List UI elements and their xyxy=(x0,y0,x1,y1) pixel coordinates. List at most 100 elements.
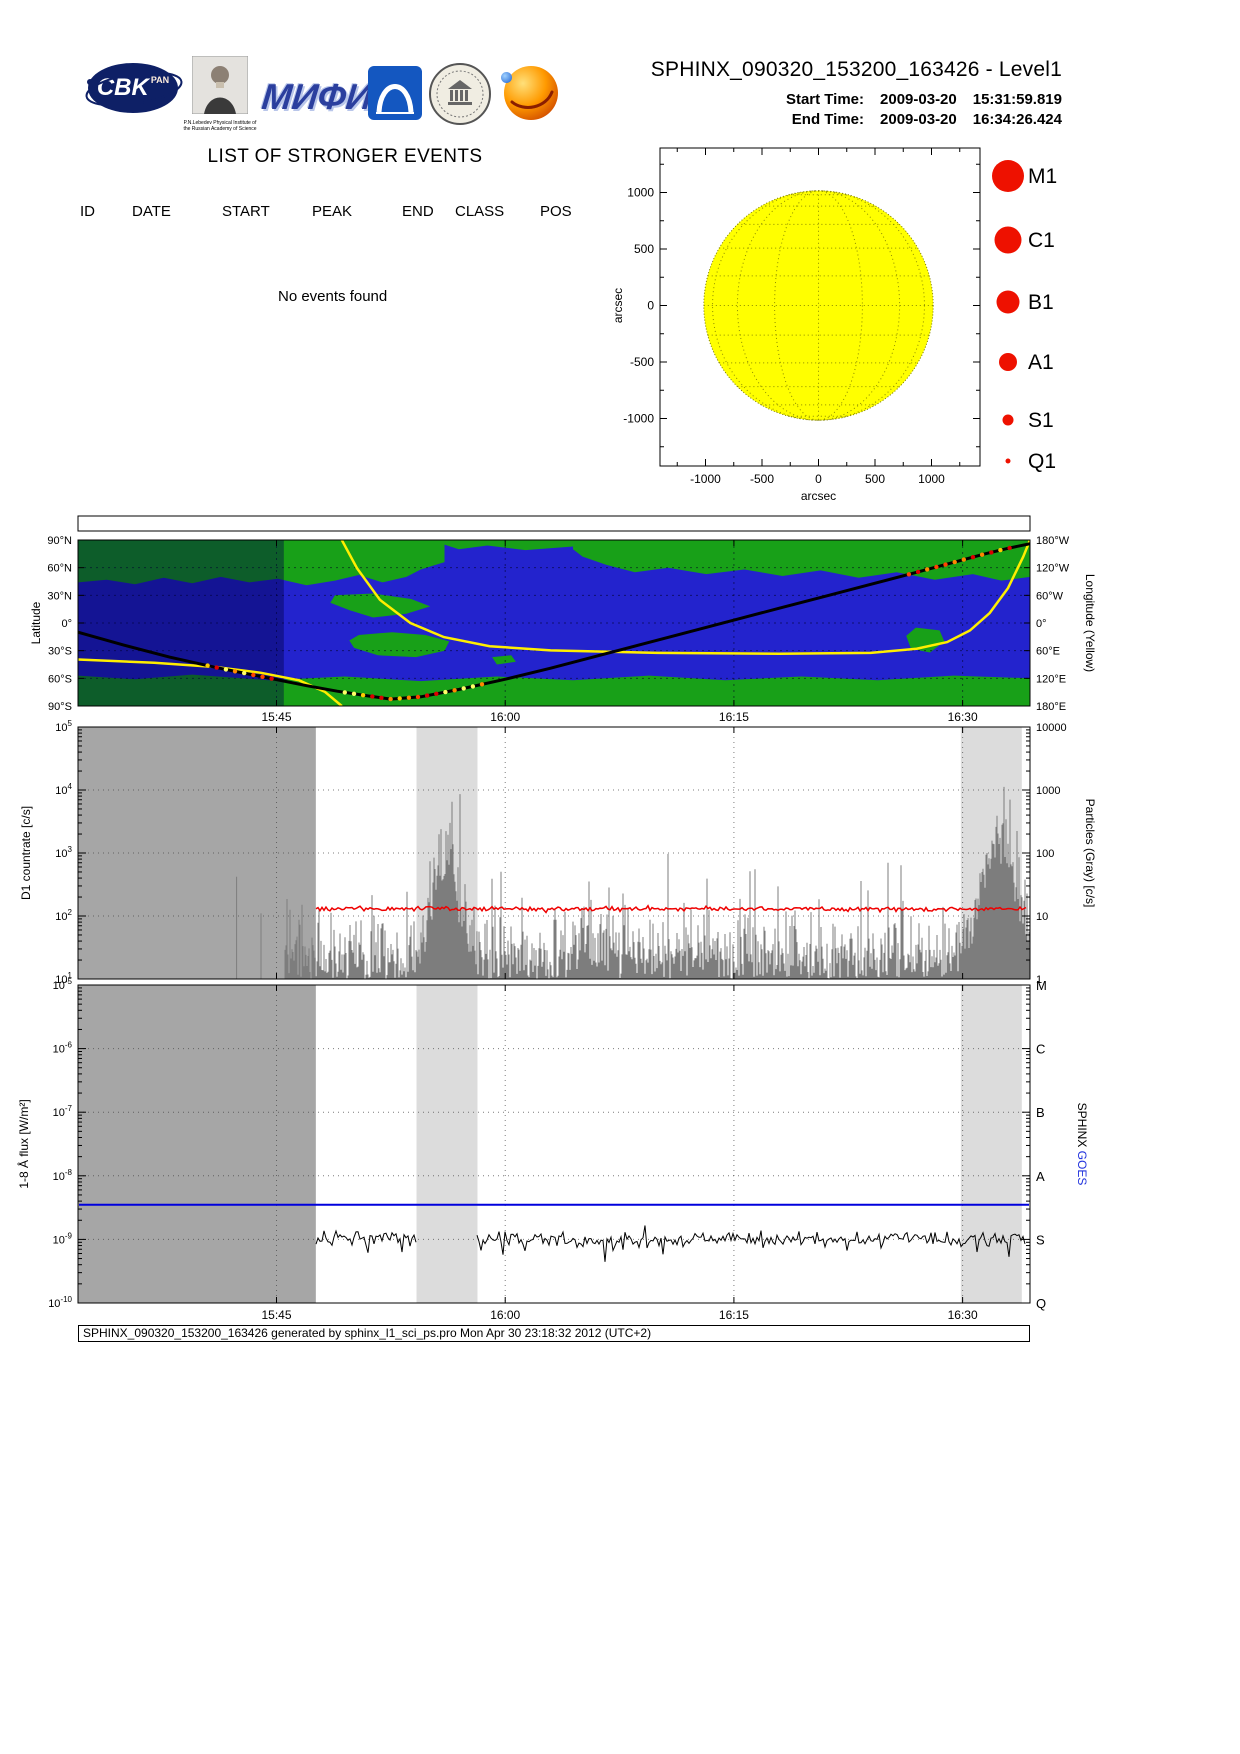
particle-dot xyxy=(370,694,375,699)
tick-label: 10-7 xyxy=(53,1104,73,1119)
goes-class-label: S xyxy=(1036,1232,1045,1247)
y-axis-title: 1-8 Å flux [W/m²] xyxy=(16,1099,31,1188)
particle-dot xyxy=(223,667,229,672)
particle-dot xyxy=(952,559,957,565)
flare-class-dot xyxy=(1005,458,1011,464)
tick-label: 10-10 xyxy=(48,1295,72,1310)
time-tick-label: 16:30 xyxy=(948,710,978,724)
sphinx-flux-series xyxy=(476,1225,1026,1262)
orb-moon-icon xyxy=(501,72,512,83)
tick-label: 103 xyxy=(55,845,72,860)
particle-dot xyxy=(934,564,939,570)
goes-class-label: A xyxy=(1036,1169,1045,1184)
particle-dot xyxy=(989,550,994,555)
particle-dot xyxy=(434,691,439,696)
particle-dot xyxy=(443,689,448,695)
solar-grid xyxy=(736,190,901,421)
solar-orb-logo xyxy=(501,66,558,120)
tick-label: 10-6 xyxy=(53,1041,73,1056)
flux-plot: 10-5 M 10-6 C 10-7 B 10-8 A 10-9 S 10-10 Q 15:45 16:0… xyxy=(16,977,1089,1322)
flare-class-label: B1 xyxy=(1028,291,1054,314)
lat-tick-label: 60°S xyxy=(48,673,72,685)
page-title: SPHINX_090320_153200_163426 - Level1 xyxy=(650,58,1062,81)
goes-class-label: B xyxy=(1036,1105,1045,1120)
time-tick-label: 16:30 xyxy=(948,1308,978,1322)
seal-icon xyxy=(429,63,491,125)
tick-label: -500 xyxy=(750,472,774,486)
particle-dot xyxy=(269,676,274,681)
lat-tick-label: 0° xyxy=(61,618,72,630)
column-header-start: START xyxy=(222,203,270,220)
tick-label: 10 xyxy=(1036,911,1048,923)
tick-label: -1000 xyxy=(623,412,654,426)
column-header-peak: PEAK xyxy=(312,203,353,220)
header: CBK PAN P.N.Lebedev Physical Institute o… xyxy=(0,0,1240,140)
particle-dot xyxy=(251,672,256,678)
y-axis-title: Latitude xyxy=(29,601,43,644)
tick-label: 101 xyxy=(55,971,72,986)
particle-dot xyxy=(205,663,210,668)
particle-dot xyxy=(470,684,476,689)
particle-dot xyxy=(925,567,930,572)
flare-class-label: C1 xyxy=(1028,229,1055,252)
goes-class-label: M xyxy=(1036,978,1047,993)
column-header-date: DATE xyxy=(132,203,171,220)
tick-label: 100 xyxy=(1036,848,1054,860)
eclipse-shade xyxy=(416,985,478,1303)
particle-dot xyxy=(415,694,421,700)
lebedev-caption: P.N.Lebedev Physical Institute of the Ru… xyxy=(183,120,257,132)
flare-class-dot xyxy=(996,290,1020,314)
time-tick-label: 15:45 xyxy=(261,1308,291,1322)
lon-tick-label: 180°E xyxy=(1036,701,1066,713)
particle-dot xyxy=(906,572,912,577)
particle-dot xyxy=(970,555,976,560)
particle-dot xyxy=(242,670,247,676)
solar-disk xyxy=(703,190,934,421)
start-time-label: Start Time: xyxy=(785,91,865,108)
column-header-id: ID xyxy=(80,203,95,220)
particle-dot xyxy=(342,690,347,695)
sphinx-flux-series xyxy=(315,1229,417,1253)
flare-class-dot xyxy=(992,160,1024,192)
tick-label: -1000 xyxy=(690,472,721,486)
plot-frame xyxy=(659,147,981,467)
tick-label: 105 xyxy=(55,719,72,734)
particle-dot xyxy=(406,695,412,700)
start-time-value: 15:31:59.819 xyxy=(972,91,1062,108)
orb-swirl-icon xyxy=(510,90,554,109)
tick-label: 1 xyxy=(1036,974,1042,986)
arch-icon xyxy=(368,66,422,120)
y-axis-title: arcsec xyxy=(611,288,625,323)
landmass xyxy=(906,627,945,653)
time-tick-label: 16:15 xyxy=(719,710,749,724)
lat-tick-label: 60°N xyxy=(47,563,72,575)
instrument-axis-label: SPHINX GOES xyxy=(1075,1103,1089,1186)
particle-dot xyxy=(360,693,366,698)
countrate-plot: 101 1 102 10 103 100 104 1000 105 10000 D1 countra… xyxy=(19,719,1097,986)
end-time-row: End Time: 2009-03-20 16:34:26.424 xyxy=(560,111,1062,128)
empty-strip xyxy=(77,515,1031,532)
tick-label: 1000 xyxy=(1036,785,1060,797)
landmass xyxy=(349,632,450,658)
tick-label: 10-8 xyxy=(53,1168,73,1183)
flare-class-label: M1 xyxy=(1028,165,1057,188)
lon-tick-label: 120°E xyxy=(1036,673,1066,685)
particle-dot xyxy=(998,547,1003,553)
time-tick-label: 15:45 xyxy=(261,710,291,724)
eclipse-shade xyxy=(960,985,1022,1303)
right-axis-title: Longitude (Yellow) xyxy=(1083,574,1097,672)
time-tick-label: 16:00 xyxy=(490,1308,520,1322)
lat-tick-label: 30°N xyxy=(47,590,72,602)
flare-class-label: A1 xyxy=(1028,351,1054,374)
particle-series xyxy=(236,786,1030,979)
plot-frame xyxy=(77,984,1031,1304)
particle-dot xyxy=(1007,545,1012,551)
lon-tick-label: 0° xyxy=(1036,618,1047,630)
tick-label: 102 xyxy=(55,908,72,923)
tick-label: 10-9 xyxy=(53,1231,73,1246)
end-time-value: 16:34:26.424 xyxy=(972,111,1062,128)
particle-dot xyxy=(214,665,219,670)
particle-dot xyxy=(379,695,384,700)
time-tick-label: 16:00 xyxy=(490,710,520,724)
cbk-pan-logo: CBK PAN xyxy=(84,60,184,116)
